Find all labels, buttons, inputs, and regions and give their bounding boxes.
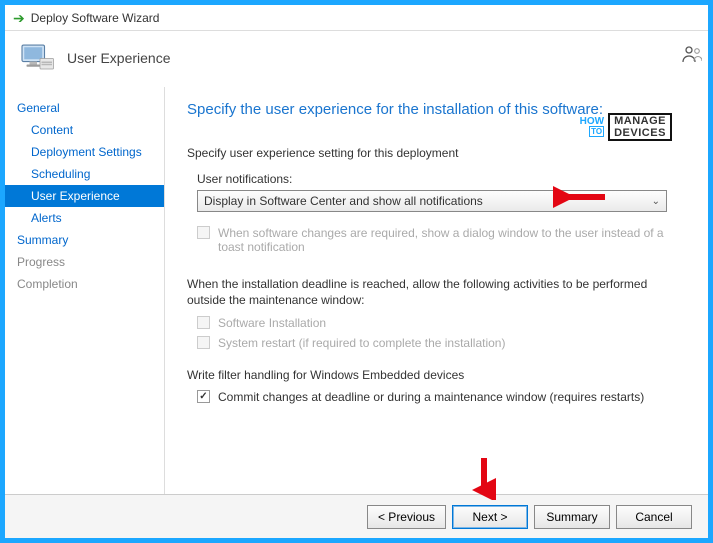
titlebar: ➔ Deploy Software Wizard bbox=[5, 5, 708, 31]
checkbox-software-install: Software Installation bbox=[197, 316, 680, 330]
monitor-icon bbox=[19, 39, 55, 78]
wizard-window: ➔ Deploy Software Wizard User Experience bbox=[0, 0, 713, 543]
nav-item-deployment-settings[interactable]: Deployment Settings bbox=[5, 141, 164, 163]
nav-item-content[interactable]: Content bbox=[5, 119, 164, 141]
nav-item-completion: Completion bbox=[5, 273, 164, 295]
checkbox-restart-box bbox=[197, 336, 210, 349]
dropdown-value: Display in Software Center and show all … bbox=[204, 194, 483, 208]
nav-item-general[interactable]: General bbox=[5, 97, 164, 119]
checkbox-commit-label: Commit changes at deadline or during a m… bbox=[218, 390, 644, 404]
checkbox-dialog-window: When software changes are required, show… bbox=[197, 226, 680, 254]
brand-manage: MANAGE bbox=[614, 115, 666, 127]
checkbox-install-label: Software Installation bbox=[218, 316, 326, 330]
user-notifications-dropdown[interactable]: Display in Software Center and show all … bbox=[197, 190, 667, 212]
cancel-button[interactable]: Cancel bbox=[616, 505, 692, 529]
nav-item-progress: Progress bbox=[5, 251, 164, 273]
checkbox-system-restart: System restart (if required to complete … bbox=[197, 336, 680, 350]
deadline-paragraph: When the installation deadline is reache… bbox=[187, 276, 680, 308]
checkbox-install-box bbox=[197, 316, 210, 329]
previous-button[interactable]: < Previous bbox=[367, 505, 446, 529]
section-label: Specify user experience setting for this… bbox=[187, 146, 680, 160]
wizard-header: User Experience bbox=[5, 31, 708, 87]
wizard-arrow-icon: ➔ bbox=[13, 11, 25, 25]
embedded-label: Write filter handling for Windows Embedd… bbox=[187, 368, 680, 382]
checkbox-restart-label: System restart (if required to complete … bbox=[218, 336, 505, 350]
checkbox-commit-box[interactable] bbox=[197, 390, 210, 403]
content-pane: HOW TO MANAGE DEVICES Specify the user e… bbox=[165, 87, 708, 494]
user-notifications-label: User notifications: bbox=[197, 172, 680, 186]
nav-item-user-experience[interactable]: User Experience bbox=[5, 185, 164, 207]
chevron-down-icon: ⌄ bbox=[652, 196, 660, 207]
nav-item-summary[interactable]: Summary bbox=[5, 229, 164, 251]
nav-sidebar: GeneralContentDeployment SettingsSchedul… bbox=[5, 87, 165, 494]
people-icon bbox=[682, 45, 702, 68]
watermark-brand: HOW TO MANAGE DEVICES bbox=[580, 113, 672, 141]
wizard-footer: < Previous Next > Summary Cancel bbox=[5, 494, 708, 538]
wizard-body: GeneralContentDeployment SettingsSchedul… bbox=[5, 87, 708, 494]
brand-box: MANAGE DEVICES bbox=[608, 113, 672, 141]
brand-to: TO bbox=[589, 126, 604, 137]
window-title: Deploy Software Wizard bbox=[31, 11, 160, 25]
checkbox-dialog-box bbox=[197, 226, 210, 239]
page-name: User Experience bbox=[67, 50, 171, 66]
checkbox-commit-changes[interactable]: Commit changes at deadline or during a m… bbox=[197, 390, 680, 404]
summary-button[interactable]: Summary bbox=[534, 505, 610, 529]
checkbox-dialog-label: When software changes are required, show… bbox=[218, 226, 680, 254]
brand-devices: DEVICES bbox=[614, 127, 666, 139]
nav-item-scheduling[interactable]: Scheduling bbox=[5, 163, 164, 185]
next-button[interactable]: Next > bbox=[452, 505, 528, 529]
brand-how: HOW bbox=[580, 117, 604, 126]
nav-item-alerts[interactable]: Alerts bbox=[5, 207, 164, 229]
